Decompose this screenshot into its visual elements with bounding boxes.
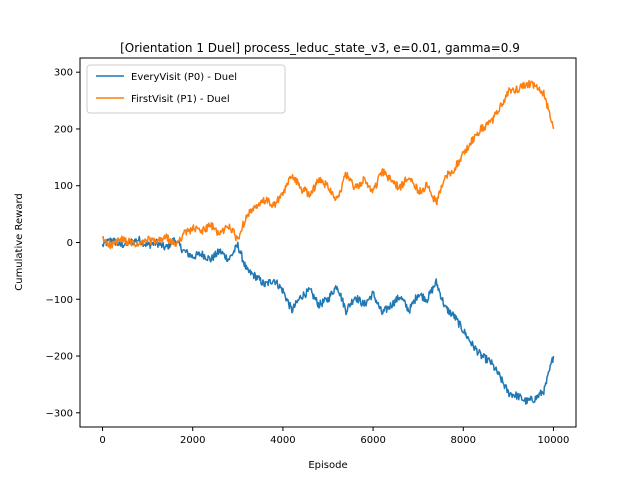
x-tick-label: 8000	[451, 435, 476, 446]
y-tick-label: 300	[54, 68, 73, 79]
y-tick-label: −100	[46, 295, 73, 306]
y-axis-label: Cumulative Reward	[14, 193, 25, 291]
legend: EveryVisit (P0) - Duel FirstVisit (P1) -…	[86, 64, 286, 114]
legend-frame	[86, 64, 286, 114]
y-axis: −300 −200 −100 0 100 200 300	[46, 68, 80, 419]
y-tick-label: −200	[46, 352, 73, 363]
y-tick-label: −300	[46, 408, 73, 419]
legend-label-firstvisit: FirstVisit (P1) - Duel	[131, 94, 230, 105]
series-line-firstvisit	[101, 79, 555, 250]
series-layer	[101, 79, 555, 405]
y-tick-label: 100	[54, 181, 73, 192]
y-tick-label: 200	[54, 124, 73, 135]
y-tick-label: 0	[67, 238, 73, 249]
x-axis: 0 2000 4000 6000 8000 10000	[99, 427, 569, 446]
x-tick-label: 2000	[180, 435, 205, 446]
legend-label-everyvisit: EveryVisit (P0) - Duel	[131, 72, 237, 83]
x-tick-label: 10000	[538, 435, 570, 446]
x-axis-label: Episode	[308, 460, 347, 471]
x-tick-label: 0	[99, 435, 105, 446]
x-tick-label: 4000	[270, 435, 295, 446]
x-tick-label: 6000	[360, 435, 385, 446]
chart-title: [Orientation 1 Duel] process_leduc_state…	[120, 41, 520, 55]
